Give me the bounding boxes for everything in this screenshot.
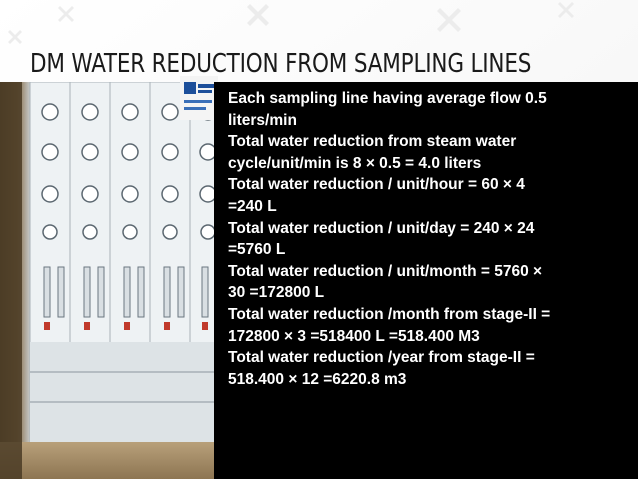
text-line: Total water reduction / unit/hour = 60 ×… bbox=[228, 176, 525, 194]
slide-body-text: Each sampling line having average flow 0… bbox=[228, 88, 633, 390]
text-line: Each sampling line having average flow 0… bbox=[228, 90, 547, 107]
sampling-panel-photo bbox=[0, 82, 226, 479]
text-line: Total water reduction /year from stage-I… bbox=[228, 349, 535, 367]
text-line: liters/min bbox=[228, 111, 297, 129]
text-line: 30 =172800 L bbox=[228, 284, 325, 302]
text-line: cycle/unit/min is 8 × 0.5 = 4.0 liters bbox=[228, 154, 482, 172]
text-line: 172800 × 3 =518400 L =518.400 M3 bbox=[228, 327, 480, 345]
text-line: =5760 L bbox=[228, 241, 286, 259]
text-line: Total water reduction / unit/day = 240 ×… bbox=[228, 219, 535, 237]
text-panel bbox=[214, 82, 638, 479]
logo-sign bbox=[180, 76, 218, 120]
text-line: Total water reduction /month from stage-… bbox=[228, 305, 551, 323]
text-line: Total water reduction from steam water bbox=[228, 133, 517, 151]
text-line: =240 L bbox=[228, 197, 277, 215]
text-line: Total water reduction / unit/month = 576… bbox=[228, 262, 543, 280]
slide-title: DM WATER REDUCTION FROM SAMPLING LINES bbox=[30, 49, 532, 79]
decorative-crosses bbox=[8, 2, 574, 44]
text-line: 518.400 × 12 =6220.8 m3 bbox=[228, 370, 407, 388]
